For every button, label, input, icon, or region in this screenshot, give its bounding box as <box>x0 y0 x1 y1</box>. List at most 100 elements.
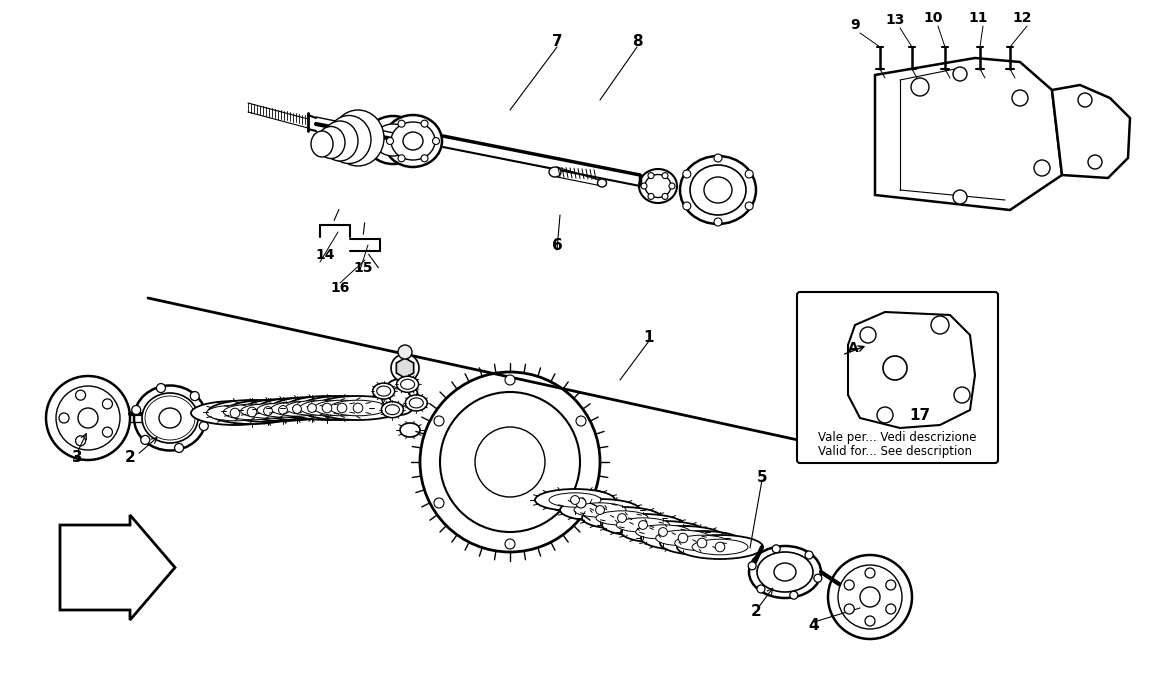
Circle shape <box>662 173 668 179</box>
Circle shape <box>886 580 896 590</box>
Circle shape <box>844 604 854 614</box>
FancyBboxPatch shape <box>797 292 998 463</box>
Circle shape <box>877 407 894 423</box>
Circle shape <box>683 170 691 178</box>
Circle shape <box>391 354 419 382</box>
Ellipse shape <box>677 535 762 559</box>
Ellipse shape <box>243 399 323 421</box>
Circle shape <box>386 137 393 145</box>
Circle shape <box>662 193 668 199</box>
Ellipse shape <box>314 396 402 420</box>
Text: 7: 7 <box>552 35 562 49</box>
Circle shape <box>1078 93 1092 107</box>
Circle shape <box>390 387 411 407</box>
Circle shape <box>745 202 753 210</box>
Circle shape <box>475 427 545 497</box>
Circle shape <box>715 542 724 552</box>
Circle shape <box>156 384 166 393</box>
Ellipse shape <box>191 401 279 425</box>
Circle shape <box>757 585 765 593</box>
Circle shape <box>421 155 428 162</box>
Ellipse shape <box>314 135 330 154</box>
Circle shape <box>749 562 757 570</box>
Ellipse shape <box>373 383 394 399</box>
Circle shape <box>353 403 362 413</box>
Circle shape <box>790 591 798 599</box>
Ellipse shape <box>656 530 711 546</box>
Text: 10: 10 <box>923 11 943 25</box>
Text: 5: 5 <box>757 469 767 484</box>
Circle shape <box>678 533 688 543</box>
Circle shape <box>659 527 667 536</box>
Ellipse shape <box>757 552 813 592</box>
Ellipse shape <box>366 116 421 164</box>
Polygon shape <box>848 312 975 428</box>
Ellipse shape <box>208 400 296 424</box>
Ellipse shape <box>300 400 354 416</box>
Circle shape <box>102 427 113 437</box>
Polygon shape <box>875 58 1061 210</box>
Ellipse shape <box>397 376 419 392</box>
Text: 4: 4 <box>808 617 819 632</box>
Circle shape <box>76 390 85 400</box>
Ellipse shape <box>601 514 684 536</box>
Ellipse shape <box>680 156 756 224</box>
Ellipse shape <box>310 131 333 157</box>
Circle shape <box>398 345 412 359</box>
Ellipse shape <box>391 122 435 160</box>
Ellipse shape <box>692 539 748 555</box>
Text: 2: 2 <box>124 451 136 466</box>
Circle shape <box>76 436 85 446</box>
Ellipse shape <box>405 395 428 411</box>
Polygon shape <box>397 358 414 378</box>
Ellipse shape <box>621 521 705 543</box>
Circle shape <box>440 392 580 532</box>
Circle shape <box>714 218 722 226</box>
Circle shape <box>638 520 647 529</box>
Circle shape <box>132 406 140 415</box>
Circle shape <box>398 120 405 127</box>
Ellipse shape <box>598 179 606 187</box>
Ellipse shape <box>704 177 733 203</box>
Circle shape <box>828 555 912 639</box>
Circle shape <box>1012 90 1028 106</box>
Circle shape <box>398 155 405 162</box>
Ellipse shape <box>400 423 420 437</box>
Ellipse shape <box>227 400 310 422</box>
Ellipse shape <box>641 526 724 550</box>
Circle shape <box>140 436 150 445</box>
Text: Vale per... Vedi descrizione: Vale per... Vedi descrizione <box>818 432 976 445</box>
Circle shape <box>745 170 753 178</box>
Circle shape <box>434 498 444 508</box>
Ellipse shape <box>317 126 345 158</box>
Text: 15: 15 <box>353 261 373 275</box>
Text: 3: 3 <box>71 451 83 466</box>
Circle shape <box>230 408 240 418</box>
Circle shape <box>421 120 428 127</box>
Circle shape <box>292 404 301 413</box>
Ellipse shape <box>616 518 669 532</box>
Circle shape <box>263 406 273 415</box>
Text: 1: 1 <box>644 331 654 346</box>
Ellipse shape <box>409 398 423 408</box>
Text: 12: 12 <box>1012 11 1032 25</box>
Ellipse shape <box>560 499 641 521</box>
Circle shape <box>954 387 969 403</box>
Circle shape <box>953 67 967 81</box>
Ellipse shape <box>256 403 309 417</box>
Ellipse shape <box>660 531 744 555</box>
Ellipse shape <box>321 130 342 154</box>
Text: 13: 13 <box>886 13 905 27</box>
Circle shape <box>46 376 130 460</box>
Text: A: A <box>848 341 858 355</box>
Ellipse shape <box>285 401 338 415</box>
Text: 17: 17 <box>910 408 930 423</box>
Ellipse shape <box>645 174 670 197</box>
Ellipse shape <box>332 122 366 158</box>
Circle shape <box>56 386 120 450</box>
Ellipse shape <box>271 397 353 419</box>
Circle shape <box>322 403 332 413</box>
Text: 9: 9 <box>850 18 860 32</box>
Circle shape <box>337 403 347 413</box>
Ellipse shape <box>582 507 662 529</box>
